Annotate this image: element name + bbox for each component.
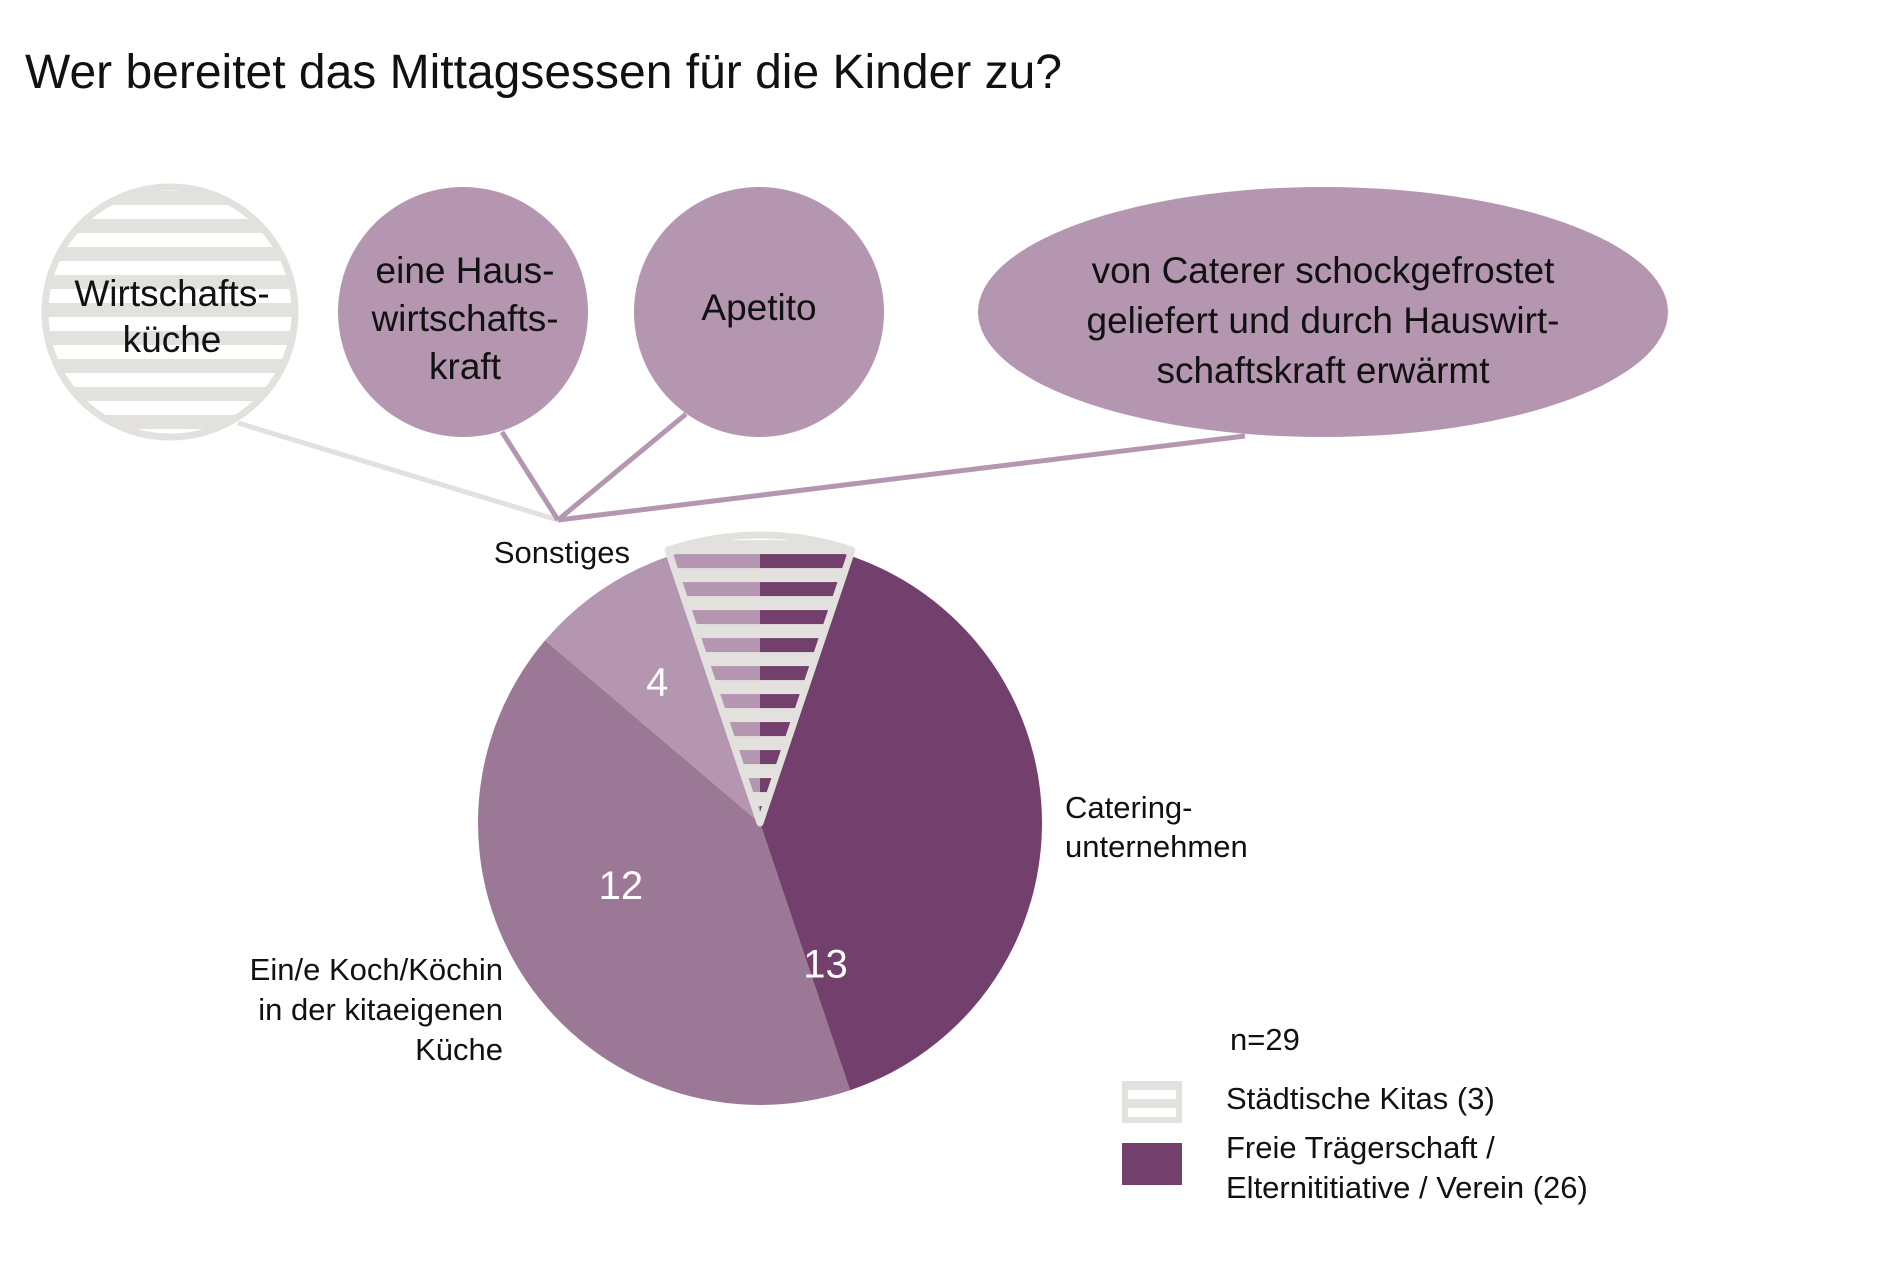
sonstiges-detail-bubbles: Wirtschafts-küche eine Haus-wirtschafts-k… xyxy=(41,183,1668,441)
pie-labels: 13 12 4 Catering-unternehmen Ein/e Koch/Köch… xyxy=(250,535,1248,1067)
hatch-stripe xyxy=(668,540,852,555)
bubble-label-1: eine Haus-wirtschafts-kraft xyxy=(370,250,558,387)
legend: Städtische Kitas (3) Freie Trägerschaft /… xyxy=(1122,1081,1588,1205)
hatch-stripe xyxy=(45,219,295,233)
hatch-stripe xyxy=(45,191,295,205)
hatch-stripe xyxy=(45,331,295,345)
hatch-stripe xyxy=(45,275,295,289)
hatched-wedge-outline xyxy=(664,531,856,827)
bubble-label-0: Wirtschafts-küche xyxy=(74,273,269,360)
hatch-stripe xyxy=(45,247,295,261)
hatch-stripe xyxy=(668,568,852,583)
bubble-1 xyxy=(338,187,588,437)
slice-catering xyxy=(760,541,1042,1091)
hatch-stripe xyxy=(668,652,852,667)
legend-swatch-outline xyxy=(1122,1081,1182,1123)
bubble-label-2: Apetito xyxy=(701,287,816,328)
legend-swatch-solid xyxy=(1122,1143,1182,1185)
bubble-3 xyxy=(978,187,1668,437)
hatch-stripe xyxy=(1122,1099,1182,1108)
category-label-koch: Ein/e Koch/Köchin in der kitaeigenen Küche xyxy=(250,952,503,1067)
pie-slices xyxy=(478,531,1042,1105)
value-label-koch: 12 xyxy=(599,864,644,908)
sample-size-label: n=29 xyxy=(1230,1022,1300,1057)
hatch-stripe xyxy=(45,359,295,373)
hatch-stripe xyxy=(45,387,295,401)
hatch-stripe xyxy=(668,596,852,611)
slice-sonstiges xyxy=(545,541,760,823)
hatch-stripe xyxy=(45,303,295,317)
slice-koch xyxy=(478,640,851,1105)
value-label-sonstiges: 4 xyxy=(646,661,668,705)
category-label-sonstiges: Sonstiges xyxy=(494,535,630,570)
hatch-stripe xyxy=(668,624,852,639)
connector-line xyxy=(557,433,1246,523)
legend-label-0: Städtische Kitas (3) xyxy=(1226,1081,1495,1116)
value-label-catering: 13 xyxy=(803,943,848,987)
legend-label-1: Freie Trägerschaft / Elternititiative / V… xyxy=(1226,1130,1588,1205)
connector-line xyxy=(237,420,559,523)
chart-title: Wer bereitet das Mittagsessen für die Ki… xyxy=(25,46,1062,99)
callout-connectors xyxy=(237,412,1246,523)
connector-line xyxy=(499,430,561,522)
connector-line xyxy=(556,412,688,522)
bubble-label-3: von Caterer schockgefrostet geliefert und… xyxy=(1087,250,1560,391)
category-label-catering: Catering-unternehmen xyxy=(1065,790,1248,864)
bubble-2 xyxy=(634,187,884,437)
bubble-outline-0 xyxy=(41,183,299,441)
bubble-hatched-0 xyxy=(45,187,295,437)
